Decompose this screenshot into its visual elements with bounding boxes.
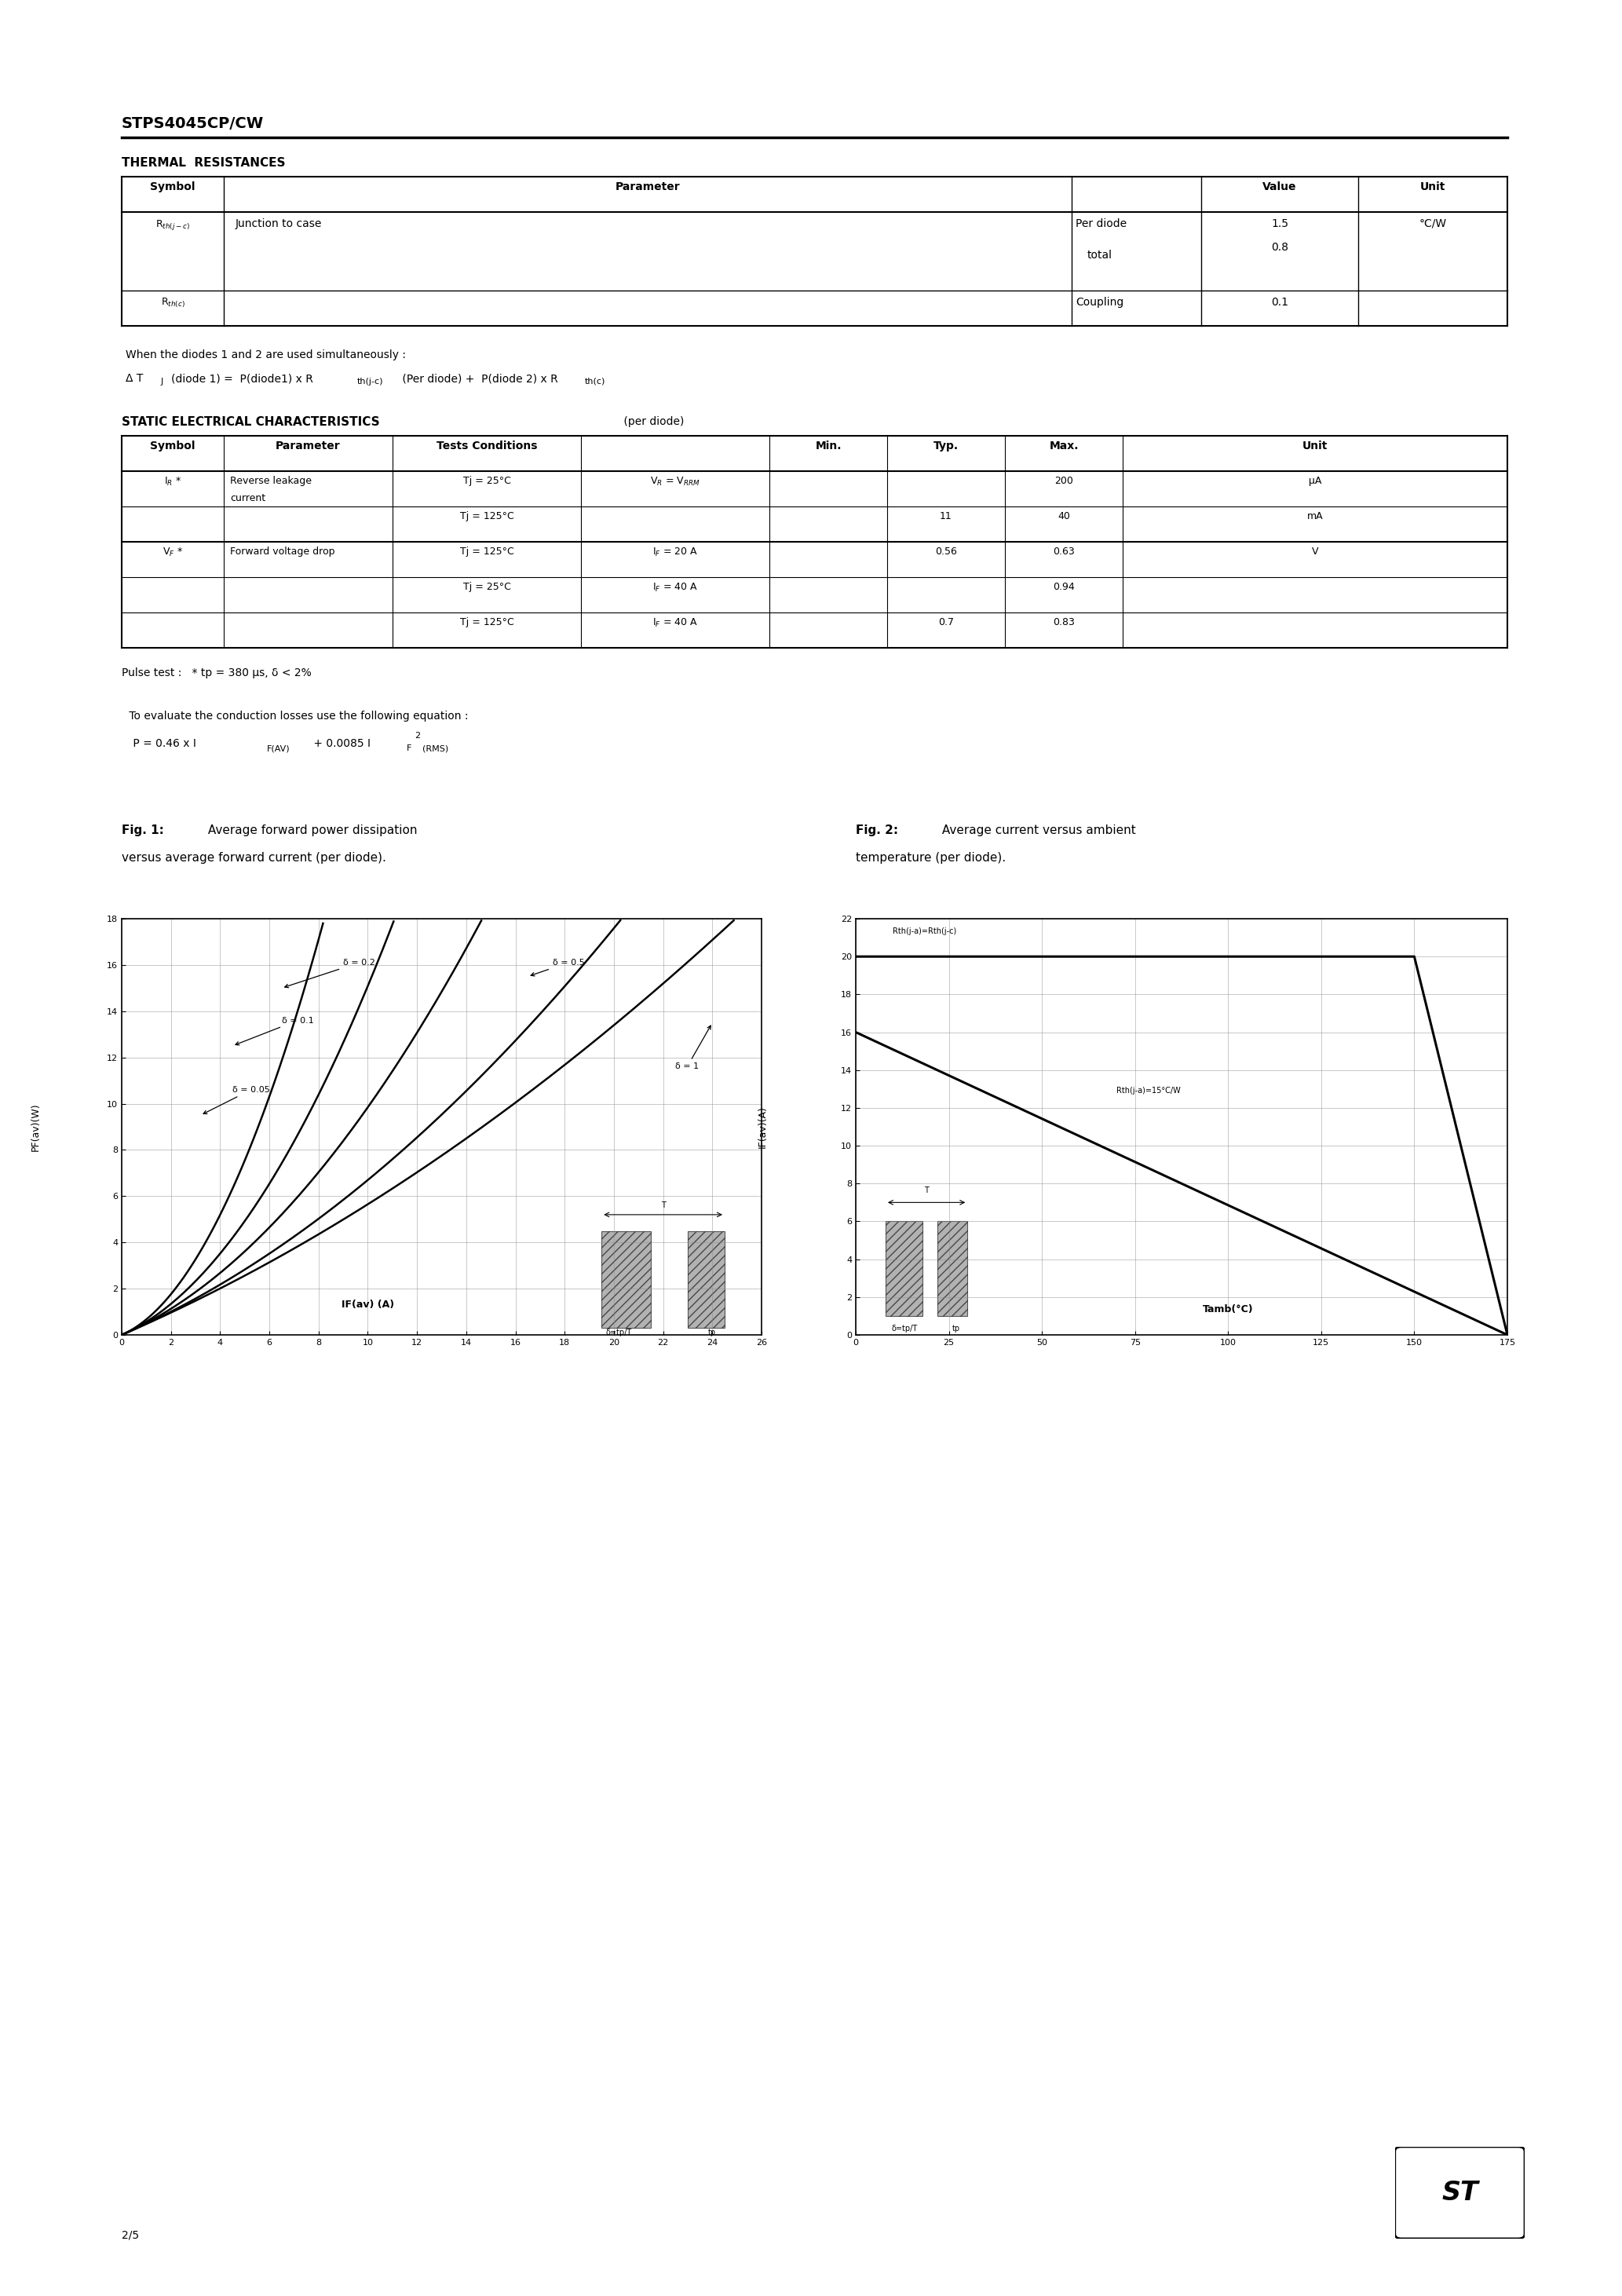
Text: Fig. 1:: Fig. 1: [122, 824, 164, 836]
Text: total: total [1087, 250, 1113, 262]
Text: Fig. 2:: Fig. 2: [856, 824, 899, 836]
Text: T: T [660, 1201, 665, 1210]
Text: Tamb(°C): Tamb(°C) [1204, 1304, 1254, 1316]
Text: Δ T: Δ T [125, 372, 143, 383]
Text: δ = 0.05: δ = 0.05 [203, 1086, 269, 1114]
Text: °C/W: °C/W [1419, 218, 1447, 230]
Text: (diode 1) =  P(diode1) x R: (diode 1) = P(diode1) x R [172, 372, 313, 383]
Text: + 0.0085 I: + 0.0085 I [310, 737, 370, 748]
Text: Forward voltage drop: Forward voltage drop [230, 546, 334, 556]
Text: Parameter: Parameter [276, 441, 341, 452]
Text: Typ.: Typ. [933, 441, 959, 452]
Text: Average current versus ambient: Average current versus ambient [938, 824, 1135, 836]
Text: Rth(j-a)=15°C/W: Rth(j-a)=15°C/W [1116, 1086, 1181, 1095]
Text: Parameter: Parameter [615, 181, 680, 193]
Text: To evaluate the conduction losses use the following equation :: To evaluate the conduction losses use th… [125, 712, 469, 721]
Text: IF(av) (A): IF(av) (A) [342, 1300, 394, 1309]
Text: 1.5: 1.5 [1272, 218, 1288, 230]
Text: 0.8: 0.8 [1272, 241, 1288, 253]
Text: R$_{th (c)}$: R$_{th (c)}$ [161, 296, 185, 310]
Text: F: F [407, 744, 412, 753]
Text: 2: 2 [415, 732, 420, 739]
Text: Symbol: Symbol [151, 441, 195, 452]
Text: Symbol: Symbol [151, 181, 195, 193]
Text: ST: ST [1442, 2179, 1478, 2206]
Text: 0.63: 0.63 [1053, 546, 1075, 556]
Text: I$_F$ = 20 A: I$_F$ = 20 A [652, 546, 697, 558]
Text: Rth(j-a)=Rth(j-c): Rth(j-a)=Rth(j-c) [894, 928, 957, 934]
Text: δ = 1: δ = 1 [675, 1026, 710, 1070]
Polygon shape [938, 1221, 967, 1316]
Text: V$_R$ = V$_{RRM}$: V$_R$ = V$_{RRM}$ [650, 475, 701, 487]
Text: Pulse test :   * tp = 380 μs, δ < 2%: Pulse test : * tp = 380 μs, δ < 2% [122, 668, 311, 677]
Text: P = 0.46 x I: P = 0.46 x I [130, 737, 196, 748]
Text: Average forward power dissipation: Average forward power dissipation [204, 824, 417, 836]
Text: 0.56: 0.56 [936, 546, 957, 556]
Text: mA: mA [1307, 512, 1324, 521]
FancyBboxPatch shape [1395, 2147, 1525, 2239]
Text: 2/5: 2/5 [122, 2229, 139, 2241]
Text: 11: 11 [939, 512, 952, 521]
Text: Coupling: Coupling [1075, 296, 1124, 308]
Text: versus average forward current (per diode).: versus average forward current (per diod… [122, 852, 386, 863]
Text: 200: 200 [1054, 475, 1074, 487]
Polygon shape [602, 1231, 650, 1327]
Text: Unit: Unit [1421, 181, 1445, 193]
Text: Unit: Unit [1302, 441, 1328, 452]
Text: Min.: Min. [816, 441, 842, 452]
Text: I$_F$ = 40 A: I$_F$ = 40 A [652, 618, 697, 629]
Text: 0.94: 0.94 [1053, 581, 1075, 592]
Text: δ = 0.2: δ = 0.2 [285, 960, 375, 987]
Text: δ = 0.5: δ = 0.5 [530, 960, 584, 976]
Text: THERMAL  RESISTANCES: THERMAL RESISTANCES [122, 156, 285, 170]
Text: 40: 40 [1058, 512, 1071, 521]
Text: (Per diode) +  P(diode 2) x R: (Per diode) + P(diode 2) x R [399, 372, 558, 383]
Text: V: V [1312, 546, 1319, 556]
Text: μA: μA [1309, 475, 1322, 487]
Text: δ=tp/T: δ=tp/T [890, 1325, 916, 1332]
Text: F(AV): F(AV) [268, 744, 290, 753]
Text: Value: Value [1262, 181, 1296, 193]
Text: tp: tp [709, 1329, 717, 1336]
Text: th(c): th(c) [586, 379, 605, 386]
Text: IF(av)(A): IF(av)(A) [757, 1107, 767, 1148]
Text: δ = 0.1: δ = 0.1 [235, 1017, 313, 1045]
Text: STPS4045CP/CW: STPS4045CP/CW [122, 117, 264, 131]
Text: Tj = 25°C: Tj = 25°C [462, 475, 511, 487]
Text: Tj = 25°C: Tj = 25°C [462, 581, 511, 592]
Text: Per diode: Per diode [1075, 218, 1127, 230]
Text: Tj = 125°C: Tj = 125°C [459, 512, 514, 521]
Text: 0.7: 0.7 [938, 618, 954, 627]
Text: Max.: Max. [1049, 441, 1079, 452]
Text: When the diodes 1 and 2 are used simultaneously :: When the diodes 1 and 2 are used simulta… [125, 349, 406, 360]
Text: Tj = 125°C: Tj = 125°C [459, 546, 514, 556]
Text: V$_F$ *: V$_F$ * [162, 546, 183, 558]
Text: current: current [230, 494, 266, 503]
Text: I$_R$ *: I$_R$ * [164, 475, 182, 487]
Text: 0.1: 0.1 [1272, 296, 1288, 308]
Text: temperature (per diode).: temperature (per diode). [856, 852, 1006, 863]
Text: Reverse leakage: Reverse leakage [230, 475, 311, 487]
Text: tp: tp [952, 1325, 960, 1332]
Text: J: J [161, 379, 164, 386]
Text: δ=tp/T: δ=tp/T [605, 1329, 633, 1336]
Text: th(j-c): th(j-c) [357, 379, 383, 386]
Polygon shape [886, 1221, 923, 1316]
Text: Tj = 125°C: Tj = 125°C [459, 618, 514, 627]
Text: (RMS): (RMS) [422, 744, 449, 753]
Text: (per diode): (per diode) [620, 416, 684, 427]
Text: T: T [925, 1187, 929, 1194]
Text: 0.83: 0.83 [1053, 618, 1075, 627]
Polygon shape [688, 1231, 725, 1327]
Text: R$_{th (j-c)}$: R$_{th (j-c)}$ [156, 218, 190, 232]
Text: Junction to case: Junction to case [235, 218, 323, 230]
Text: PF(av)(W): PF(av)(W) [31, 1102, 41, 1150]
Text: I$_F$ = 40 A: I$_F$ = 40 A [652, 581, 697, 595]
Text: STATIC ELECTRICAL CHARACTERISTICS: STATIC ELECTRICAL CHARACTERISTICS [122, 416, 380, 427]
Text: Tests Conditions: Tests Conditions [436, 441, 537, 452]
